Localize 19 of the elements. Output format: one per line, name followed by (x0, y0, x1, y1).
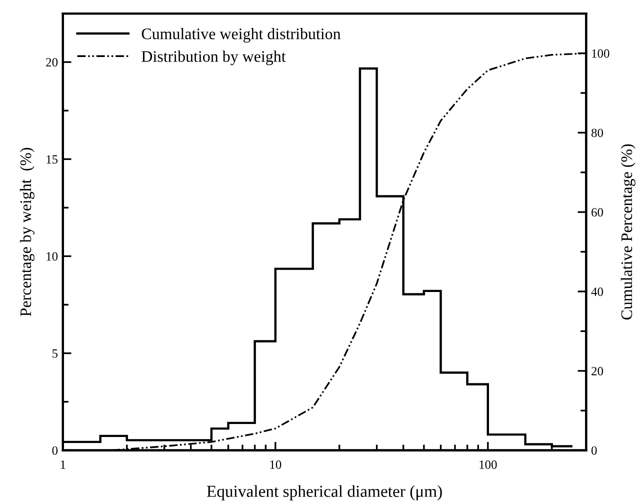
x-tick-label: 10 (270, 460, 282, 469)
y-axis-title: Percentage by weight (%) (20, 148, 34, 316)
y-tick-label: 20 (46, 58, 58, 67)
y-tick-label: 15 (46, 155, 58, 164)
y2-tick-label: 40 (591, 288, 604, 296)
legend-label: Distribution by weight (142, 50, 286, 66)
y-tick-label: 0 (52, 446, 58, 455)
y2-tick-label: 100 (592, 49, 610, 58)
y-tick-label: 5 (52, 349, 58, 358)
y2-tick-label: 20 (592, 366, 604, 376)
x-axis-title: Equivalent spherical diameter (μm) (206, 485, 442, 500)
y2-tick-label: 80 (591, 128, 604, 138)
legend-label: Cumulative weight distribution (142, 28, 341, 43)
y2-axis-title: Cumulative Percentage (%) (620, 144, 636, 320)
y2-tick-label: 0 (591, 446, 597, 455)
x-tick-label: 1 (60, 460, 66, 469)
y-tick-label: 10 (46, 252, 58, 261)
y2-tick-label: 60 (592, 208, 604, 217)
x-tick-label: 100 (480, 460, 497, 469)
